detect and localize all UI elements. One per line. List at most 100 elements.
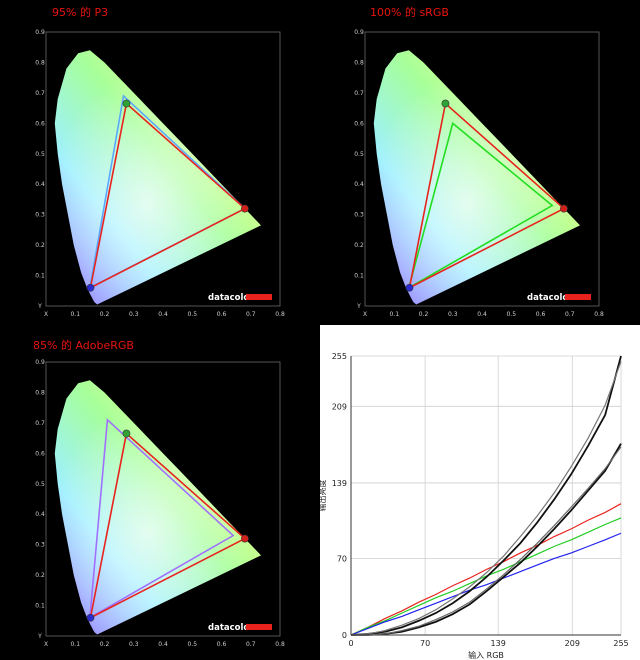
- datacolor-logo-text: datacolor: [208, 293, 254, 303]
- plot-frame: [45, 31, 281, 307]
- series-line: [350, 361, 622, 636]
- x-tick-label: 0.1: [70, 311, 80, 318]
- y-tick-label: 0.1: [35, 273, 45, 280]
- locus-whitepoint-glow: [54, 380, 261, 635]
- reference-gamut: [407, 121, 554, 290]
- y-tick-label: 0.6: [35, 450, 45, 457]
- measured-gamut: [89, 432, 247, 620]
- reference-gamut: [88, 418, 235, 620]
- x-tick-label: 209: [565, 639, 580, 648]
- y-tick-label: 0.1: [354, 273, 364, 280]
- x-tick-label: 0.2: [100, 311, 110, 318]
- series-line: [350, 355, 622, 636]
- caption-p3: 95% 的 P3: [52, 6, 109, 19]
- datacolor-logo-bar: [246, 624, 272, 630]
- series-line: [351, 443, 622, 636]
- x-tick-label: 0.8: [275, 311, 285, 318]
- x-tick-label: 0.3: [129, 311, 139, 318]
- x-tick-label: 0.8: [275, 641, 285, 648]
- y-tick-label: 70: [337, 554, 347, 563]
- y-tick-label: 0.3: [35, 542, 45, 549]
- cie-chart-srgb: X 0.1 0.2 0.3 0.4 0.5 0.6 0.7 0.8 Y 0.1 0.2 0.3 0.4 0.…: [354, 29, 604, 318]
- x-tick-label: 0.6: [217, 641, 227, 648]
- y-tick-label: 0.4: [35, 511, 45, 518]
- x-tick-label: 0.5: [506, 311, 516, 318]
- y-tick-label: 0.8: [35, 59, 45, 66]
- locus-whitepoint-glow: [373, 50, 580, 305]
- y-tick-label: 0.6: [354, 120, 364, 127]
- x-tick-label: 0.7: [246, 641, 256, 648]
- y-tick-label: 255: [332, 352, 347, 361]
- x-tick-label: 255: [613, 639, 628, 648]
- x-tick-label: X: [44, 641, 48, 648]
- x-tick-label: 0.4: [158, 641, 168, 648]
- x-tick-label: 0.7: [246, 311, 256, 318]
- x-tick-label: X: [44, 311, 48, 318]
- x-tick-label: 0.2: [100, 641, 110, 648]
- x-tick-label: 0.7: [565, 311, 575, 318]
- y-tick-label: 0.7: [354, 90, 364, 97]
- primary-point: [122, 99, 131, 108]
- y-tick-label: Y: [356, 303, 361, 310]
- y-tick-label: 0.6: [35, 120, 45, 127]
- y-tick-label: 0.5: [35, 151, 45, 158]
- y-tick-label: 209: [332, 402, 347, 411]
- datacolor-logo-text: datacolor: [208, 623, 254, 633]
- y-tick-label: 0.5: [354, 151, 364, 158]
- y-tick-label: 0.9: [354, 29, 364, 36]
- x-tick-label: 0.1: [389, 311, 399, 318]
- y-tick-label: 0.3: [354, 212, 364, 219]
- primary-point: [122, 429, 131, 438]
- measured-gamut: [408, 102, 566, 290]
- y-tick-label: Y: [37, 303, 42, 310]
- y-tick-label: 0.1: [35, 603, 45, 610]
- plot-frame: [364, 31, 600, 307]
- chart-background: [320, 325, 640, 660]
- primary-point: [441, 99, 450, 108]
- y-tick-label: 0.2: [35, 242, 45, 249]
- primary-point: [559, 204, 568, 213]
- primary-point: [86, 283, 95, 292]
- x-tick-label: X: [363, 311, 367, 318]
- caption-srgb: 100% 的 sRGB: [370, 6, 449, 19]
- y-tick-label: 0.2: [35, 572, 45, 579]
- primary-point: [405, 283, 414, 292]
- y-tick-label: 0.5: [35, 481, 45, 488]
- x-tick-label: 0.2: [419, 311, 429, 318]
- y-tick-label: 139: [332, 479, 347, 488]
- y-tick-label: 0.8: [35, 389, 45, 396]
- measured-gamut: [89, 102, 247, 290]
- tone-response-chart: 0 70 139 209 255 0 70 139 209 255 输入 RGB 输出亮度: [320, 325, 640, 660]
- cie-chart-adobe: X 0.1 0.2 0.3 0.4 0.5 0.6 0.7 0.8 Y 0.1 0.2 0.3 0.4 0.…: [35, 359, 285, 648]
- x-tick-label: 0.5: [187, 311, 197, 318]
- x-tick-label: 0.1: [70, 641, 80, 648]
- y-tick-label: 0: [342, 631, 347, 640]
- datacolor-logo-bar: [565, 294, 591, 300]
- primary-point: [240, 534, 249, 543]
- y-axis-label: 输出亮度: [320, 480, 327, 512]
- y-tick-label: 0.4: [354, 181, 364, 188]
- x-tick-label: 139: [491, 639, 506, 648]
- x-tick-label: 0.6: [217, 311, 227, 318]
- caption-adobe: 85% 的 AdobeRGB: [33, 339, 134, 352]
- y-tick-label: 0.9: [35, 29, 45, 36]
- x-tick-label: 0: [348, 639, 353, 648]
- x-tick-label: 0.4: [477, 311, 487, 318]
- locus-whitepoint-glow: [54, 50, 261, 305]
- series-line: [351, 446, 622, 636]
- y-tick-label: 0.8: [354, 59, 364, 66]
- y-tick-label: 0.2: [354, 242, 364, 249]
- x-tick-label: 70: [420, 639, 430, 648]
- y-tick-label: 0.4: [35, 181, 45, 188]
- x-tick-label: 0.3: [448, 311, 458, 318]
- y-tick-label: 0.7: [35, 420, 45, 427]
- x-tick-label: 0.8: [594, 311, 604, 318]
- cie-chart-p3: X 0.1 0.2 0.3 0.4 0.5 0.6 0.7 0.8 Y 0.1 0.2 0.3 0.4 0.…: [35, 29, 285, 318]
- y-tick-label: 0.7: [35, 90, 45, 97]
- primary-point: [240, 204, 249, 213]
- y-tick-label: 0.9: [35, 359, 45, 366]
- series-line: [350, 532, 622, 636]
- x-tick-label: 0.3: [129, 641, 139, 648]
- x-tick-label: 0.4: [158, 311, 168, 318]
- plot-frame: [45, 361, 281, 637]
